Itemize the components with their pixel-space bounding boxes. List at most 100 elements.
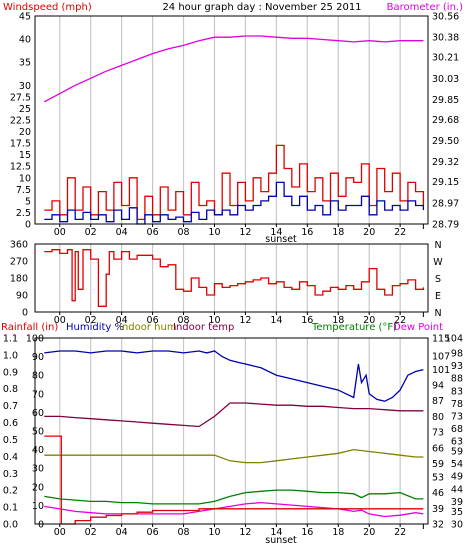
climate-frame (34, 337, 429, 525)
wind-ytick-27.5: 27.5 (10, 92, 31, 103)
climate-xtick-label-12: 12 (239, 527, 251, 538)
tempin-ytick-115: 115 (432, 334, 450, 345)
tempin-ytick-39: 39 (432, 504, 444, 515)
temp-ytick-39: 39 (451, 497, 463, 508)
tempin-ytick-59: 59 (432, 459, 444, 470)
hum-ytick-40: 40 (32, 445, 44, 456)
temperature-line (44, 489, 424, 505)
tempin-ytick-73: 73 (432, 428, 444, 439)
baro-ytick-29.50: 29.50 (432, 136, 459, 147)
temp-ytick-93: 93 (451, 361, 463, 372)
rain-ytick-0.0: 0.0 (3, 520, 18, 531)
wind-xtick-label-14: 14 (270, 227, 282, 238)
dir-xtick-label-08: 08 (177, 315, 189, 326)
dir-compass-n-0: N (434, 240, 441, 251)
rain-ytick-0.6: 0.6 (3, 418, 18, 429)
wind-ytick-10: 10 (19, 173, 31, 184)
dir-xtick-label-22: 22 (394, 315, 406, 326)
temp-ytick-68: 68 (451, 424, 463, 435)
rainfall-axis-label: Rainfall (in) (1, 322, 58, 333)
sunset-label-top: sunset (265, 234, 297, 245)
baro-ytick-30.56: 30.56 (432, 12, 459, 23)
wind-ytick-35: 35 (19, 58, 31, 69)
hum-ytick-30: 30 (32, 464, 44, 475)
baro-ytick-29.15: 29.15 (432, 177, 459, 188)
dir-xtick-label-18: 18 (332, 315, 344, 326)
wind-ytick-40: 40 (19, 35, 31, 46)
dir-compass-w-1: W (433, 257, 443, 268)
humidity-axis-label: Humidity % (66, 322, 124, 333)
wind-xtick-label-10: 10 (208, 227, 220, 238)
dir-compass-s-2: S (435, 274, 441, 285)
dir-xtick-label-10: 10 (208, 315, 220, 326)
baro-ytick-30.21: 30.21 (432, 53, 459, 64)
dir-plot-area (35, 244, 428, 312)
dir-ytick-180: 180 (10, 274, 28, 285)
climate-xtick-label-02: 02 (85, 527, 97, 538)
baro-ytick-29.68: 29.68 (432, 115, 459, 126)
baro-ytick-29.32: 29.32 (432, 157, 459, 168)
wind-ytick-30: 30 (19, 81, 31, 92)
hum-ytick-10: 10 (32, 501, 44, 512)
tempin-ytick-107: 107 (432, 351, 450, 362)
rain-ytick-0.9: 0.9 (3, 367, 18, 378)
dir-xtick-label-20: 20 (363, 315, 375, 326)
climate-xtick-label-20: 20 (363, 527, 375, 538)
graph-title: 24 hour graph day : November 25 2011 (162, 2, 361, 13)
wind-xtick-label-06: 06 (147, 227, 159, 238)
indoor-temp-line (44, 402, 424, 428)
barometer-axis-label: Barometer (in.) (387, 2, 463, 13)
dir-ytick-360: 360 (10, 240, 28, 251)
dir-xtick-label-02: 02 (85, 315, 97, 326)
climate-xtick-label-18: 18 (332, 527, 344, 538)
temp-ytick-30: 30 (451, 520, 463, 531)
temp-ytick-78: 78 (451, 399, 463, 410)
dew-point-line (44, 501, 424, 518)
wind-xtick-label-20: 20 (363, 227, 375, 238)
tempin-ytick-32: 32 (432, 520, 444, 531)
humidity-line (44, 350, 424, 402)
rainfall-line (44, 435, 424, 525)
sunset-label-bottom: sunset (265, 535, 297, 546)
dir-xtick-label-12: 12 (239, 315, 251, 326)
wind-ytick-5: 5 (25, 196, 31, 207)
wind-ytick-25: 25 (19, 104, 31, 115)
wind-xtick-label-02: 02 (85, 227, 97, 238)
climate-xtick-label-08: 08 (177, 527, 189, 538)
climate-xtick-label-22: 22 (394, 527, 406, 538)
temp-ytick-35: 35 (451, 507, 463, 518)
wind-avg-line (44, 181, 425, 225)
tempin-ytick-101: 101 (432, 365, 450, 376)
wind-ytick-12.5: 12.5 (10, 162, 31, 173)
temp-ytick-59: 59 (451, 447, 463, 458)
dir-ytick-0: 0 (22, 308, 28, 319)
wind-xtick-label-04: 04 (116, 227, 128, 238)
temp-ytick-88: 88 (451, 374, 463, 385)
hum-ytick-60: 60 (32, 408, 44, 419)
tempin-ytick-53: 53 (432, 472, 444, 483)
rain-ytick-0.8: 0.8 (3, 384, 18, 395)
baro-ytick-29.85: 29.85 (432, 95, 459, 106)
wind-ytick-22.5: 22.5 (10, 116, 31, 127)
climate-xtick-label-00: 00 (54, 527, 66, 538)
rain-ytick-0.1: 0.1 (3, 503, 18, 514)
temp-ytick-54: 54 (451, 459, 463, 470)
wind-xtick-label-16: 16 (301, 227, 313, 238)
temp-ytick-44: 44 (451, 484, 463, 495)
baro-ytick-28.97: 28.97 (432, 198, 459, 209)
dir-ytick-90: 90 (16, 291, 28, 302)
wind-direction-line (44, 249, 425, 307)
tempin-ytick-94: 94 (432, 381, 444, 392)
wind-xtick-label-00: 00 (54, 227, 66, 238)
wind-xtick-label-22: 22 (394, 227, 406, 238)
wind-ytick-20: 20 (19, 127, 31, 138)
rain-ytick-0.3: 0.3 (3, 469, 18, 480)
dew-point-axis-label: Dew Point (393, 322, 443, 333)
temp-ytick-49: 49 (451, 472, 463, 483)
wind-xtick-label-08: 08 (177, 227, 189, 238)
dir-xtick-label-00: 00 (54, 315, 66, 326)
temperature-axis-label: Temperature (°F) (311, 322, 397, 333)
dir-xtick-label-06: 06 (147, 315, 159, 326)
indoor-hum-axis-label: Indoor hum (119, 322, 177, 333)
baro-ytick-28.79: 28.79 (432, 220, 459, 231)
